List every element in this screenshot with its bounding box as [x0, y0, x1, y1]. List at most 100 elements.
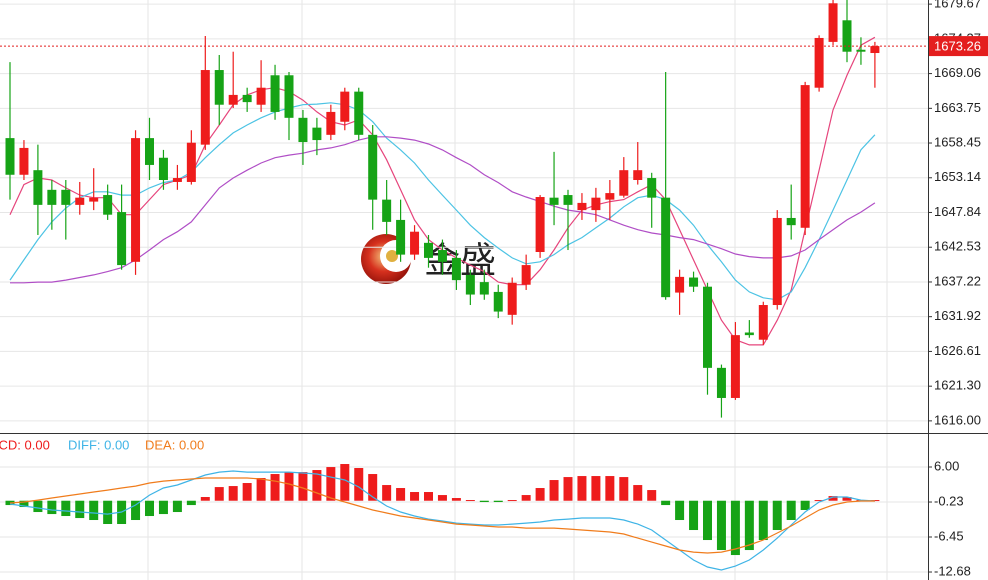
candle-body: [340, 91, 350, 122]
macd-bar: [228, 486, 238, 501]
macd-bar: [158, 500, 168, 515]
candle-body: [270, 75, 280, 112]
macd-bar: [75, 500, 85, 519]
candle-body: [396, 219, 406, 255]
legend-entry: MACD: 0.00: [0, 437, 50, 452]
candle-body: [312, 127, 322, 141]
candle-body: [33, 170, 43, 205]
y-tick-label: 1679.67: [934, 0, 981, 11]
candle-body: [451, 257, 461, 281]
macd-bar: [33, 500, 43, 513]
macd-bar: [256, 478, 266, 501]
candle-body: [703, 286, 712, 368]
macd-bar: [786, 500, 796, 521]
macd-bar: [270, 474, 280, 501]
candle-body: [842, 20, 852, 52]
macd-bar: [758, 500, 768, 541]
candle-body: [242, 94, 252, 103]
candle-body: [200, 70, 210, 145]
candle-body: [828, 3, 838, 42]
macd-bar: [479, 500, 489, 503]
macd-bar: [186, 500, 196, 506]
macd-bar: [591, 476, 601, 501]
macd-bar: [563, 477, 573, 501]
y-tick-label: 1637.22: [934, 273, 981, 288]
macd-bar: [716, 500, 726, 551]
macd-bar: [437, 495, 447, 501]
macd-bar: [619, 477, 629, 501]
macd-bar: [103, 500, 113, 525]
candle-body: [772, 217, 782, 306]
candle-body: [619, 170, 629, 196]
y-tick-label: -6.45: [934, 528, 964, 543]
candle-body: [424, 242, 433, 258]
candle-body: [786, 217, 796, 226]
macd-bar: [647, 490, 657, 501]
price-label: 1673.26: [934, 39, 981, 54]
candle-body: [870, 46, 880, 54]
macd-bar: [633, 485, 643, 501]
macd-bar: [451, 498, 461, 501]
macd-bar: [396, 488, 406, 501]
candle-body: [284, 75, 294, 118]
candle-body: [521, 265, 531, 285]
candle-body: [298, 117, 308, 143]
y-tick-label: 1647.84: [934, 204, 981, 219]
candle-body: [145, 138, 154, 165]
macd-bar: [465, 500, 475, 502]
candle-body: [744, 332, 754, 336]
macd-bar: [577, 476, 587, 501]
y-tick-label: -0.23: [934, 493, 964, 508]
macd-bar: [410, 492, 420, 501]
moving-average-line: [9, 102, 876, 301]
y-tick-label: 1653.14: [934, 169, 981, 184]
candle-body: [507, 282, 517, 315]
y-tick-label: 1626.61: [934, 343, 981, 358]
legend-entry: DEA: 0.00: [145, 437, 204, 452]
y-tick-label: 1631.92: [934, 308, 981, 323]
candle-body: [493, 291, 503, 312]
macd-bar: [172, 500, 182, 513]
candle-body: [758, 305, 768, 340]
macd-bar: [131, 500, 141, 521]
candle-body: [19, 147, 29, 175]
macd-bar: [549, 480, 559, 501]
price-label-box: [929, 36, 988, 57]
macd-bar: [312, 470, 322, 501]
macd-bar: [368, 474, 378, 501]
indicator-line: [9, 477, 875, 554]
macd-bar: [535, 488, 545, 501]
candle-body: [214, 70, 224, 105]
legend-entry: DIFF: 0.00: [68, 437, 129, 452]
moving-average-line: [10, 136, 876, 284]
candle-body: [647, 178, 657, 198]
candle-body: [89, 197, 99, 202]
macd-bar: [354, 468, 364, 501]
macd-bar: [382, 485, 392, 501]
candle-body: [800, 85, 810, 228]
candle-body: [437, 250, 447, 262]
candle-body: [368, 134, 378, 200]
macd-bar: [89, 500, 99, 521]
macd-bar: [340, 464, 350, 501]
macd-bar: [47, 500, 57, 515]
macd-bar: [828, 496, 838, 501]
macd-bar: [689, 500, 699, 531]
macd-bar: [19, 500, 29, 508]
y-tick-label: 1621.30: [934, 378, 981, 393]
macd-bar: [200, 497, 210, 501]
candle-body: [228, 94, 238, 105]
candle-body: [716, 367, 726, 398]
candle-body: [131, 138, 141, 262]
macd-bar: [605, 476, 615, 501]
y-tick-label: 1616.00: [934, 412, 981, 427]
candle-body: [633, 170, 643, 180]
candle-body: [535, 197, 545, 252]
logo-dot: [386, 250, 398, 262]
macd-bar: [326, 467, 336, 501]
candle-body: [661, 197, 671, 298]
candle-body: [591, 197, 601, 211]
y-tick-label: 1658.45: [934, 134, 981, 149]
